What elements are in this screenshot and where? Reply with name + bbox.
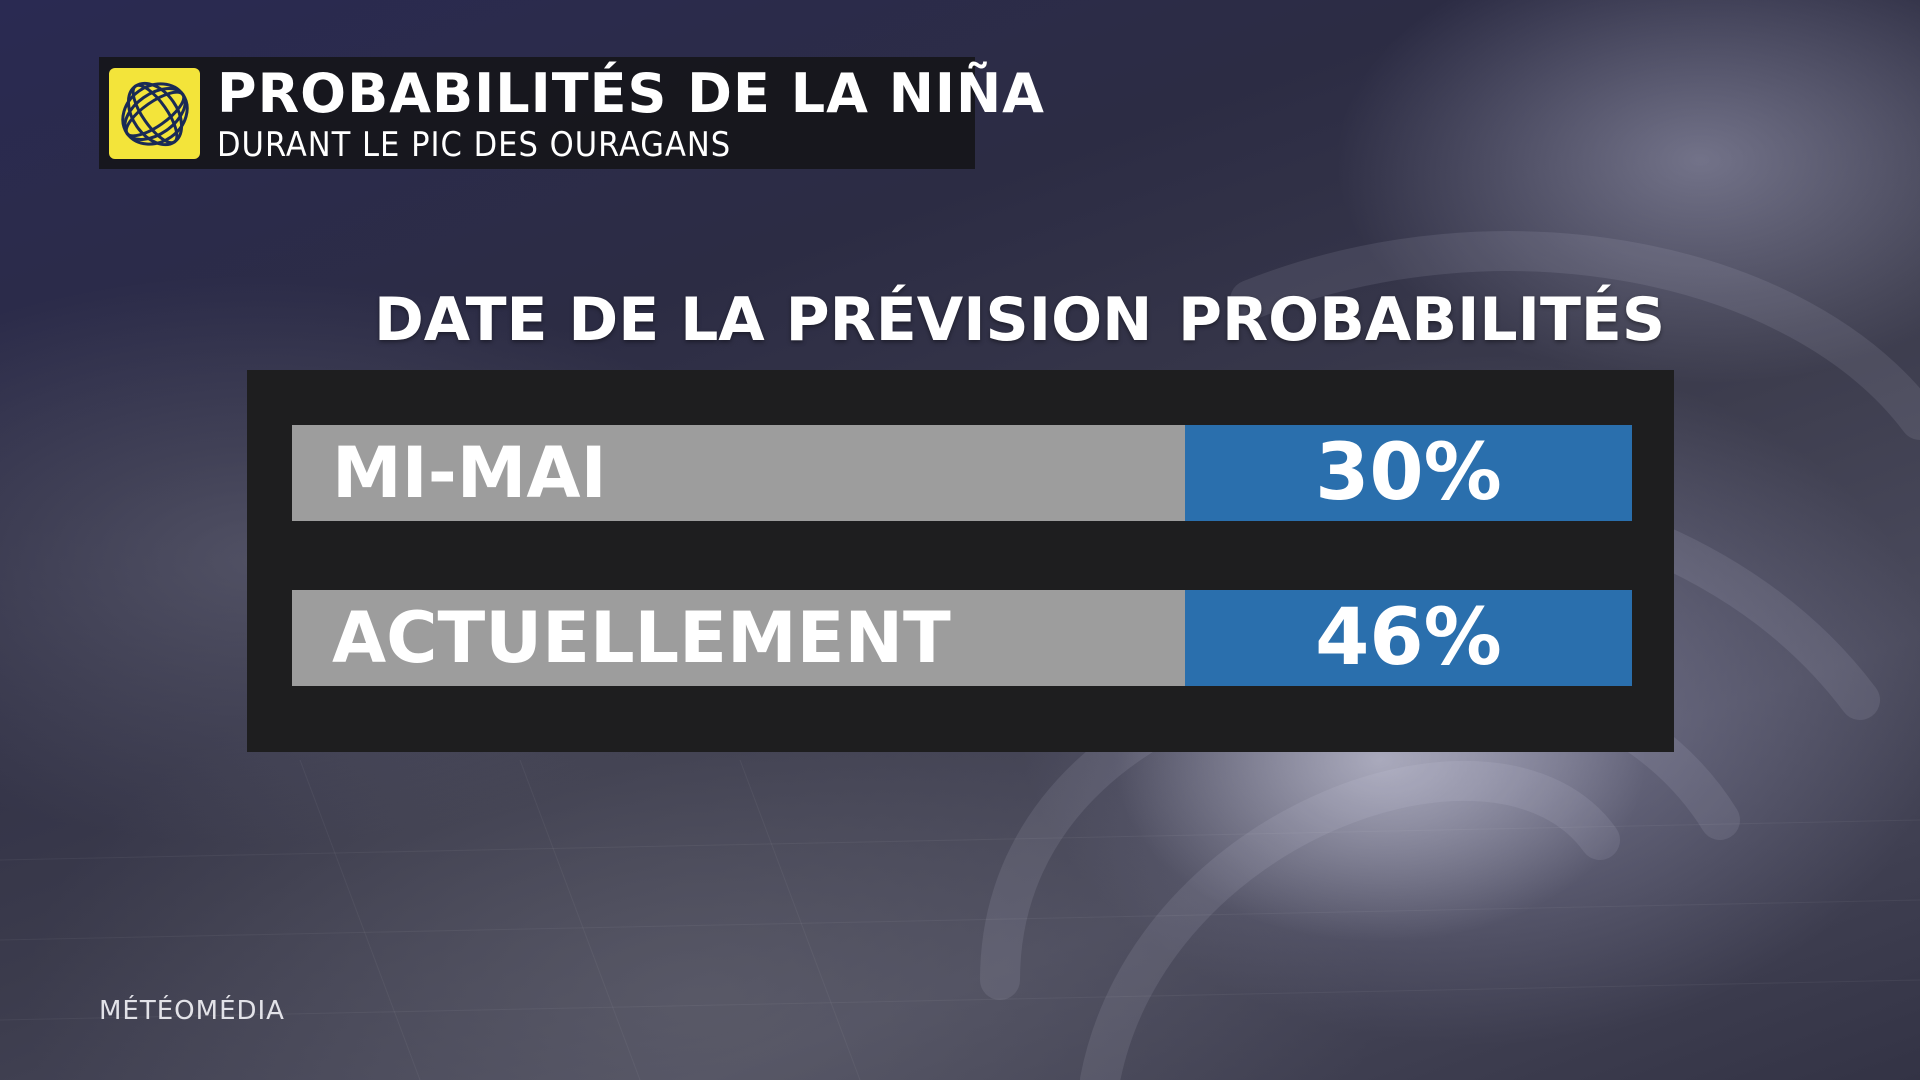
brand-watermark: MÉTÉOMÉDIA xyxy=(99,996,285,1026)
row-label-cell: MI-MAI xyxy=(292,425,1185,521)
column-header-probability: PROBABILITÉS xyxy=(1178,285,1666,355)
page-title: PROBABILITÉS DE LA NIÑA xyxy=(217,62,1045,125)
row-value-cell: 30% xyxy=(1185,425,1632,521)
globe-icon xyxy=(109,68,200,159)
column-header-date: DATE DE LA PRÉVISION xyxy=(374,285,1153,355)
row-label: MI-MAI xyxy=(332,432,607,514)
row-value-cell: 46% xyxy=(1185,590,1632,686)
title-banner: PROBABILITÉS DE LA NIÑA DURANT LE PIC DE… xyxy=(99,57,1044,169)
row-value: 46% xyxy=(1315,593,1502,683)
row-label-cell: ACTUELLEMENT xyxy=(292,590,1185,686)
table-row: ACTUELLEMENT 46% xyxy=(292,590,1632,686)
table-row: MI-MAI 30% xyxy=(292,425,1632,521)
row-value: 30% xyxy=(1315,428,1502,518)
probability-table: MI-MAI 30% ACTUELLEMENT 46% xyxy=(247,370,1674,752)
row-label: ACTUELLEMENT xyxy=(332,597,951,679)
page-subtitle: DURANT LE PIC DES OURAGANS xyxy=(217,125,732,165)
